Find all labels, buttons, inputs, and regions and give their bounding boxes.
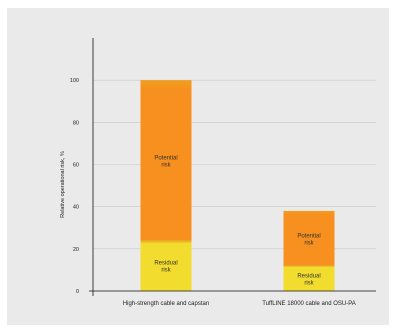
axes: 0 20 40 60 80 100 High-strength cable and caps… [70,38,376,307]
y-tick-label: 0 [76,289,79,295]
y-tick-label: 20 [73,247,79,253]
bar-segment-residual [140,240,192,291]
bar-segment-label: Potential [297,233,320,239]
bar-segment-label: Potential [154,155,177,161]
bar-segment-potential [283,210,335,266]
bar-segment-label: Residual [297,273,320,279]
x-category-label: High-strength cable and capstan [123,301,209,307]
bar-segment-label: risk [304,240,314,246]
x-category-label: TuffLINE 18000 cable and OSU-PA [262,301,356,307]
bars: ResidualriskPotentialriskResidualriskPot… [140,80,335,291]
bar-segment-label: risk [161,162,171,168]
y-axis-title: Relative operational risk, % [60,151,66,218]
bar-segment-label: risk [161,268,171,274]
y-tick-label: 40 [73,205,79,211]
y-tick-label: 80 [73,120,79,126]
y-tick-label: 60 [73,163,79,169]
bar-segment-label: risk [304,280,314,286]
y-tick-label: 100 [70,78,79,84]
bar-segment-label: Residual [154,261,177,267]
bar-segment-residual [283,265,335,291]
bar-segment-potential [140,80,192,241]
